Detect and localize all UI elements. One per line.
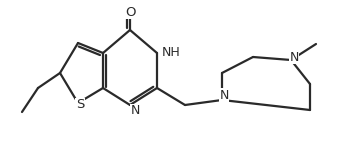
Text: N: N bbox=[289, 50, 299, 64]
Text: N: N bbox=[219, 88, 229, 101]
Text: NH: NH bbox=[162, 45, 180, 58]
Text: N: N bbox=[130, 105, 140, 118]
Text: O: O bbox=[125, 5, 135, 18]
Text: S: S bbox=[76, 98, 84, 112]
